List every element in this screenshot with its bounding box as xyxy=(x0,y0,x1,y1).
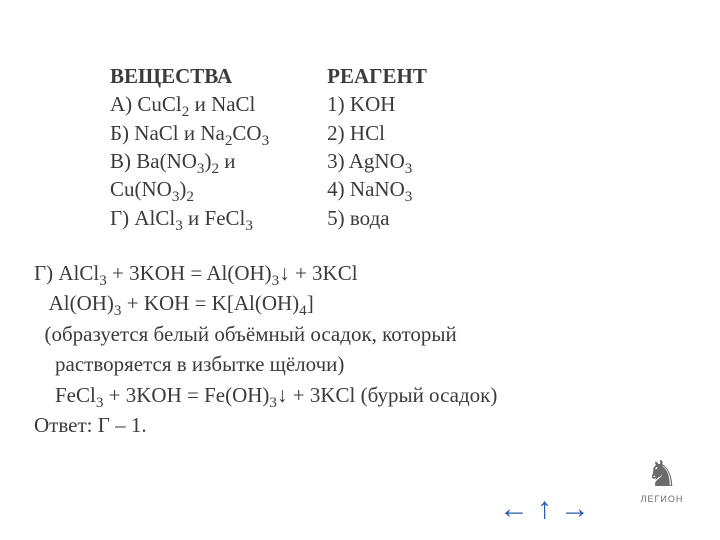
reagent-3: 3) AgNO3 xyxy=(327,147,427,175)
sol1-c: ↓ + 3KCl xyxy=(279,261,357,285)
row-g-sub2: 3 xyxy=(245,218,253,234)
reagent-header: РЕАГЕНТ xyxy=(327,62,427,90)
substances-header: ВЕЩЕСТВА xyxy=(110,62,269,90)
row-v: В) Ba(NO3)2 и xyxy=(110,147,269,175)
reagent-column: РЕАГЕНТ 1) KOH 2) HCl 3) AgNO3 4) NaNO3 … xyxy=(327,62,427,232)
row-v2-pre: Cu(NO xyxy=(110,177,172,201)
row-b-pre: Б) NaCl и Na xyxy=(110,121,225,145)
row-g-mid: и FeCl xyxy=(183,206,246,230)
reagent-4-pre: 4) NaNO xyxy=(327,177,405,201)
row-g-pre: Г) AlCl xyxy=(110,206,175,230)
row-g: Г) AlCl3 и FeCl3 xyxy=(110,204,269,232)
row-v-pre: В) Ba(NO xyxy=(110,149,197,173)
row-b-mid: CO xyxy=(232,121,261,145)
reagent-3-pre: 3) AgNO xyxy=(327,149,405,173)
sol2-s2: 4 xyxy=(299,304,307,320)
next-arrow-icon[interactable]: → xyxy=(560,492,590,526)
publisher-logo: ♞ ЛЕГИОН xyxy=(630,456,694,504)
solution-line-4: растворяется в избытке щёлочи) xyxy=(34,349,680,379)
row-v-post: и xyxy=(219,149,236,173)
sol2-a: Al(OH) xyxy=(34,291,114,315)
row-a-post: и NaCl xyxy=(189,92,255,116)
row-v2: Cu(NO3)2 xyxy=(110,175,269,203)
row-a: А) CuCl2 и NaCl xyxy=(110,90,269,118)
slide: ВЕЩЕСТВА А) CuCl2 и NaCl Б) NaCl и Na2CO… xyxy=(0,0,720,540)
sol1-a: Г) AlCl xyxy=(34,261,99,285)
reagent-5: 5) вода xyxy=(327,204,427,232)
row-b: Б) NaCl и Na2CO3 xyxy=(110,119,269,147)
solution-line-2: Al(OH)3 + KOH = K[Al(OH)4] xyxy=(34,288,680,318)
reagent-2: 2) HCl xyxy=(327,119,427,147)
row-a-pre: А) CuCl xyxy=(110,92,182,116)
sol1-b: + 3KOH = Al(OH) xyxy=(107,261,272,285)
up-arrow-icon[interactable]: ↑ xyxy=(537,492,552,526)
sol1-s1: 3 xyxy=(99,273,107,289)
sol5-a: FeCl xyxy=(34,383,96,407)
solution-line-3: (образуется белый объёмный осадок, котор… xyxy=(34,319,680,349)
sol2-b: + KOH = K[Al(OH) xyxy=(121,291,299,315)
solution-block: Г) AlCl3 + 3KOH = Al(OH)3↓ + 3KCl Al(OH)… xyxy=(34,258,680,441)
substances-column: ВЕЩЕСТВА А) CuCl2 и NaCl Б) NaCl и Na2CO… xyxy=(110,62,269,232)
sol5-s2: 3 xyxy=(269,395,277,411)
reagent-1: 1) KOH xyxy=(327,90,427,118)
two-column-block: ВЕЩЕСТВА А) CuCl2 и NaCl Б) NaCl и Na2CO… xyxy=(110,62,427,232)
prev-arrow-icon[interactable]: ← xyxy=(499,492,529,526)
brand-label: ЛЕГИОН xyxy=(630,494,694,504)
solution-line-5: FeCl3 + 3KOH = Fe(OH)3↓ + 3KCl (бурый ос… xyxy=(34,380,680,410)
sol5-c: ↓ + 3KCl (бурый осадок) xyxy=(277,383,497,407)
solution-answer: Ответ: Г – 1. xyxy=(34,410,680,440)
row-g-sub1: 3 xyxy=(175,218,183,234)
horse-icon: ♞ xyxy=(630,456,694,492)
sol5-b: + 3KOH = Fe(OH) xyxy=(103,383,269,407)
reagent-4: 4) NaNO3 xyxy=(327,175,427,203)
sol2-c: ] xyxy=(307,291,314,315)
solution-line-1: Г) AlCl3 + 3KOH = Al(OH)3↓ + 3KCl xyxy=(34,258,680,288)
slide-nav: ← ↑ → xyxy=(499,492,590,526)
